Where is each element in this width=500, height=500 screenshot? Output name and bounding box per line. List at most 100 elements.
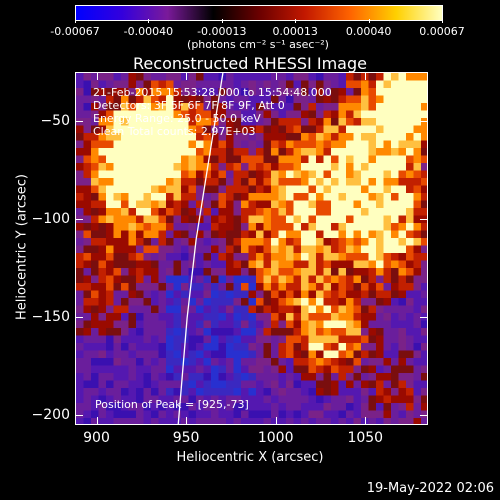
heatmap-cell xyxy=(293,403,302,411)
heatmap-cell xyxy=(203,148,212,156)
heatmap-cell xyxy=(323,335,332,344)
heatmap-cell xyxy=(76,358,84,366)
heatmap-cell xyxy=(256,335,264,344)
heatmap-cell xyxy=(263,133,272,141)
heatmap-cell xyxy=(278,133,287,141)
heatmap-cell xyxy=(398,388,407,396)
heatmap-cell xyxy=(346,88,354,96)
heatmap-cell xyxy=(286,298,294,306)
heatmap-cell xyxy=(211,335,219,344)
heatmap-cell xyxy=(211,403,219,411)
heatmap-cell xyxy=(353,148,362,156)
heatmap-cell xyxy=(241,380,249,389)
heatmap-cell xyxy=(233,410,242,419)
heatmap-cell xyxy=(233,133,242,141)
heatmap-cell xyxy=(91,395,99,404)
heatmap-cell xyxy=(218,253,227,261)
heatmap-cell xyxy=(136,395,144,404)
heatmap-cell xyxy=(181,223,189,231)
heatmap-cell xyxy=(181,350,189,359)
heatmap-cell xyxy=(173,418,182,424)
y-tick-mark xyxy=(420,219,428,221)
heatmap-cell xyxy=(218,343,227,351)
heatmap-cell xyxy=(413,170,422,179)
heatmap-cell xyxy=(218,140,227,149)
heatmap-cell xyxy=(181,133,189,141)
heatmap-cell xyxy=(136,80,144,89)
heatmap-cell xyxy=(331,193,339,201)
heatmap-cell xyxy=(151,170,159,179)
heatmap-cell xyxy=(293,80,302,89)
heatmap-cell xyxy=(413,380,422,389)
heatmap-cell xyxy=(316,305,324,314)
heatmap-cell xyxy=(308,73,317,81)
heatmap-cell xyxy=(406,193,414,201)
heatmap-cell xyxy=(338,365,347,374)
heatmap-cell xyxy=(278,290,287,299)
heatmap-cell xyxy=(413,245,422,254)
heatmap-cell xyxy=(128,88,137,96)
heatmap-cell xyxy=(353,410,362,419)
heatmap-cell xyxy=(346,328,354,336)
heatmap-cell xyxy=(391,373,399,381)
heatmap-cell xyxy=(413,253,422,261)
heatmap-cell xyxy=(383,73,392,81)
heatmap-cell xyxy=(323,118,332,126)
heatmap-cell xyxy=(143,283,152,291)
heatmap-cell xyxy=(113,410,122,419)
heatmap-cell xyxy=(346,358,354,366)
heatmap-cell xyxy=(166,245,174,254)
heatmap-cell xyxy=(376,95,384,104)
heatmap-cell xyxy=(346,103,354,111)
heatmap-cell xyxy=(241,118,249,126)
heatmap-cell xyxy=(83,283,92,291)
heatmap-cell xyxy=(331,350,339,359)
heatmap-cell xyxy=(233,343,242,351)
heatmap-cell xyxy=(113,260,122,269)
heatmap-cell xyxy=(293,253,302,261)
heatmap-cell xyxy=(323,155,332,164)
heatmap-cell xyxy=(263,185,272,194)
heatmap-cell xyxy=(91,313,99,321)
heatmap-cell xyxy=(383,200,392,209)
heatmap-cell xyxy=(323,380,332,389)
heatmap-cell xyxy=(316,328,324,336)
heatmap-cell xyxy=(323,343,332,351)
heatmap-cell xyxy=(128,365,137,374)
heatmap-cell xyxy=(406,110,414,119)
heatmap-cell xyxy=(241,343,249,351)
heatmap-cell xyxy=(383,170,392,179)
heatmap-cell xyxy=(293,103,302,111)
heatmap-cell xyxy=(113,290,122,299)
heatmap-cell xyxy=(158,373,167,381)
heatmap-cell xyxy=(196,388,204,396)
heatmap-cell xyxy=(338,403,347,411)
heatmap-cell xyxy=(331,103,339,111)
heatmap-cell xyxy=(218,350,227,359)
heatmap-cell xyxy=(301,403,309,411)
heatmap-cell xyxy=(301,365,309,374)
heatmap-cell xyxy=(263,238,272,246)
heatmap-cell xyxy=(106,328,114,336)
heatmap-cell xyxy=(166,320,174,329)
heatmap-cell xyxy=(286,73,294,81)
heatmap-cell xyxy=(368,80,377,89)
heatmap-cell xyxy=(383,125,392,134)
heatmap-cell xyxy=(346,320,354,329)
heatmap-cell xyxy=(121,133,129,141)
heatmap-cell xyxy=(256,163,264,171)
heatmap-cell xyxy=(136,350,144,359)
heatmap-cell xyxy=(353,403,362,411)
heatmap-cell xyxy=(353,275,362,284)
heatmap-cell xyxy=(76,110,84,119)
heatmap-cell xyxy=(338,178,347,186)
heatmap-cell xyxy=(398,305,407,314)
heatmap-cell xyxy=(263,253,272,261)
heatmap-cell xyxy=(361,125,369,134)
heatmap-cell xyxy=(233,208,242,216)
heatmap-cell xyxy=(256,155,264,164)
heatmap-cell xyxy=(331,185,339,194)
heatmap-cell xyxy=(143,185,152,194)
heatmap-cell xyxy=(278,110,287,119)
heatmap-cell xyxy=(241,283,249,291)
